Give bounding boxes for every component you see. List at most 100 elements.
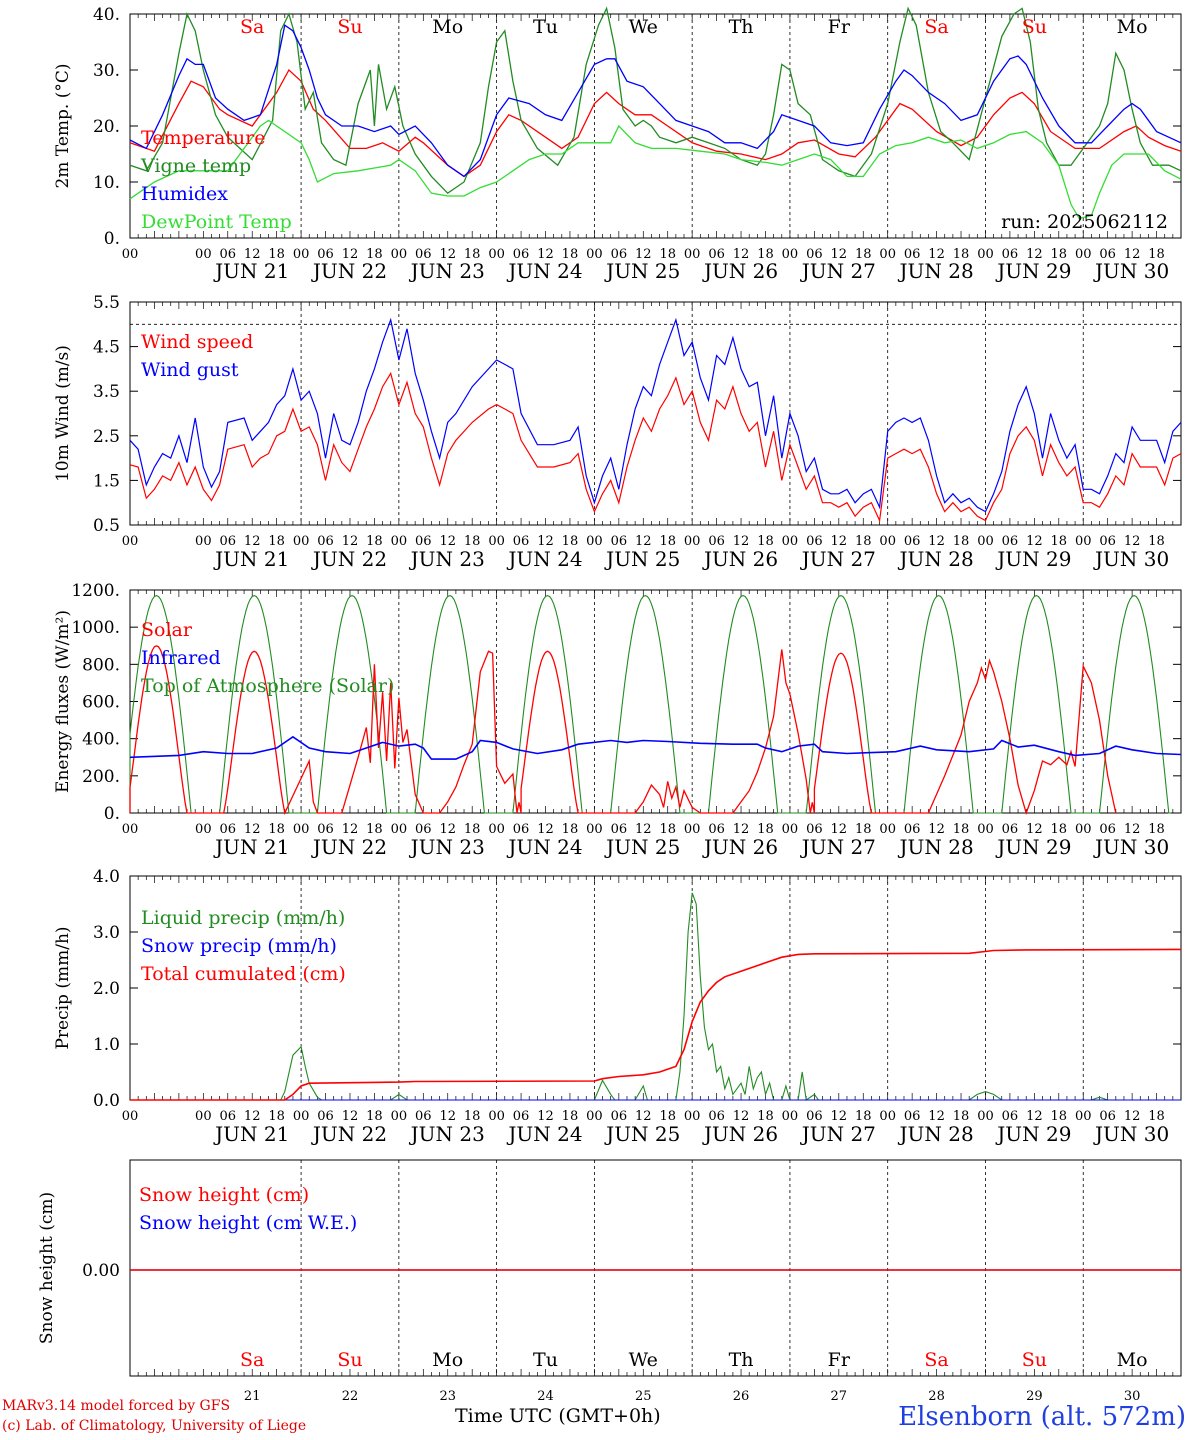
- date-label: JUN 27: [800, 1122, 876, 1146]
- day-number-label: 27: [831, 1389, 848, 1400]
- date-label: JUN 26: [702, 835, 778, 859]
- date-label: JUN 28: [897, 259, 973, 283]
- model-credit: MARv3.14 model forced by GFS: [2, 1398, 231, 1414]
- hour-tick-label: 00: [782, 534, 799, 549]
- date-label: JUN 24: [506, 259, 582, 283]
- hour-tick-label: 00: [293, 822, 310, 837]
- legend-entry: DewPoint Temp: [141, 211, 292, 233]
- hour-tick-label: 12: [635, 1109, 652, 1124]
- weekday-label: Th: [729, 16, 754, 38]
- day-number-label: 22: [342, 1389, 359, 1400]
- hour-tick-label: 00: [879, 247, 896, 262]
- hour-tick-label: 06: [317, 1109, 334, 1124]
- hour-tick-label: 00: [293, 1109, 310, 1124]
- hour-tick-label: 06: [415, 1109, 432, 1124]
- hour-tick-label: 06: [513, 822, 530, 837]
- hour-tick-label: 00: [122, 822, 139, 837]
- hour-tick-label: 06: [1002, 247, 1019, 262]
- hour-tick-label: 00: [488, 1109, 505, 1124]
- legend-entry: Temperature: [141, 127, 265, 149]
- hour-tick-label: 00: [879, 534, 896, 549]
- date-label: JUN 28: [897, 547, 973, 571]
- date-label: JUN 27: [800, 547, 876, 571]
- hour-tick-label: 06: [806, 247, 823, 262]
- institution-credit: (c) Lab. of Climatology, University of L…: [2, 1418, 307, 1434]
- hour-tick-label: 18: [855, 247, 872, 262]
- series-line: [129, 119, 1182, 220]
- date-label: JUN 21: [213, 547, 289, 571]
- hour-tick-label: 06: [904, 1109, 921, 1124]
- hour-tick-label: 18: [1051, 247, 1068, 262]
- y-tick-label: 40.: [93, 5, 120, 25]
- hour-tick-label: 06: [806, 1109, 823, 1124]
- hour-tick-label: 18: [659, 534, 676, 549]
- hour-tick-label: 18: [1051, 822, 1068, 837]
- date-label: JUN 30: [1093, 259, 1169, 283]
- y-tick-label: 0.0: [93, 1091, 120, 1111]
- y-tick-label: 3.0: [93, 923, 120, 943]
- y-tick-label: 1200.: [71, 581, 120, 601]
- day-number-label: 29: [1026, 1389, 1043, 1400]
- hour-tick-label: 12: [537, 247, 554, 262]
- y-tick-label: 0.5: [93, 516, 120, 536]
- hour-tick-label: 18: [1148, 247, 1165, 262]
- hour-tick-label: 06: [219, 1109, 236, 1124]
- y-axis-label: 10m Wind (m/s): [53, 345, 73, 482]
- date-label: JUN 21: [213, 1122, 289, 1146]
- hour-tick-label: 18: [1051, 1109, 1068, 1124]
- hour-tick-label: 18: [953, 1109, 970, 1124]
- hour-tick-label: 12: [1026, 534, 1043, 549]
- hour-tick-label: 00: [586, 1109, 603, 1124]
- date-label: JUN 24: [506, 835, 582, 859]
- hour-tick-label: 00: [782, 1109, 799, 1124]
- hour-tick-label: 12: [1124, 1109, 1141, 1124]
- hour-tick-label: 18: [464, 1109, 481, 1124]
- hour-tick-label: 00: [782, 247, 799, 262]
- day-number-label: 28: [928, 1389, 945, 1400]
- hour-tick-label: 00: [879, 1109, 896, 1124]
- date-label: JUN 25: [604, 1122, 680, 1146]
- date-label: JUN 29: [995, 259, 1071, 283]
- hour-tick-label: 06: [1002, 1109, 1019, 1124]
- hour-tick-label: 00: [977, 247, 994, 262]
- hour-tick-label: 12: [635, 822, 652, 837]
- hour-tick-label: 12: [1124, 822, 1141, 837]
- legend-entry: Vigne temp: [140, 155, 251, 177]
- hour-tick-label: 06: [1099, 247, 1116, 262]
- hour-tick-label: 12: [342, 822, 359, 837]
- hour-tick-label: 00: [684, 822, 701, 837]
- weekday-label: Th: [729, 1349, 754, 1371]
- hour-tick-label: 06: [1002, 822, 1019, 837]
- weekday-label: Su: [337, 16, 362, 38]
- hour-tick-label: 06: [904, 534, 921, 549]
- y-tick-label: 4.5: [93, 338, 120, 358]
- hour-tick-label: 06: [611, 1109, 628, 1124]
- date-label: JUN 28: [897, 835, 973, 859]
- hour-tick-label: 00: [195, 247, 212, 262]
- weekday-label: We: [629, 1349, 658, 1371]
- legend-entry: Solar: [141, 619, 193, 641]
- hour-tick-label: 12: [342, 1109, 359, 1124]
- hour-tick-label: 00: [391, 822, 408, 837]
- hour-tick-label: 18: [659, 247, 676, 262]
- y-tick-label: 2.5: [93, 427, 120, 447]
- hour-tick-label: 12: [244, 247, 261, 262]
- hour-tick-label: 00: [977, 534, 994, 549]
- hour-tick-label: 00: [1075, 822, 1092, 837]
- day-number-label: 30: [1124, 1389, 1141, 1400]
- hour-tick-label: 06: [415, 534, 432, 549]
- hour-tick-label: 18: [1148, 1109, 1165, 1124]
- hour-tick-label: 12: [733, 247, 750, 262]
- hour-tick-label: 06: [806, 534, 823, 549]
- hour-tick-label: 06: [415, 247, 432, 262]
- series-line: [130, 892, 1108, 1101]
- hour-tick-label: 12: [537, 1109, 554, 1124]
- hour-tick-label: 06: [513, 1109, 530, 1124]
- hour-tick-label: 18: [562, 247, 579, 262]
- date-label: JUN 22: [311, 835, 387, 859]
- weekday-label: Sa: [924, 16, 948, 38]
- hour-tick-label: 06: [1002, 534, 1019, 549]
- hour-tick-label: 06: [708, 247, 725, 262]
- y-tick-label: 3.5: [93, 382, 120, 402]
- hour-tick-label: 06: [513, 247, 530, 262]
